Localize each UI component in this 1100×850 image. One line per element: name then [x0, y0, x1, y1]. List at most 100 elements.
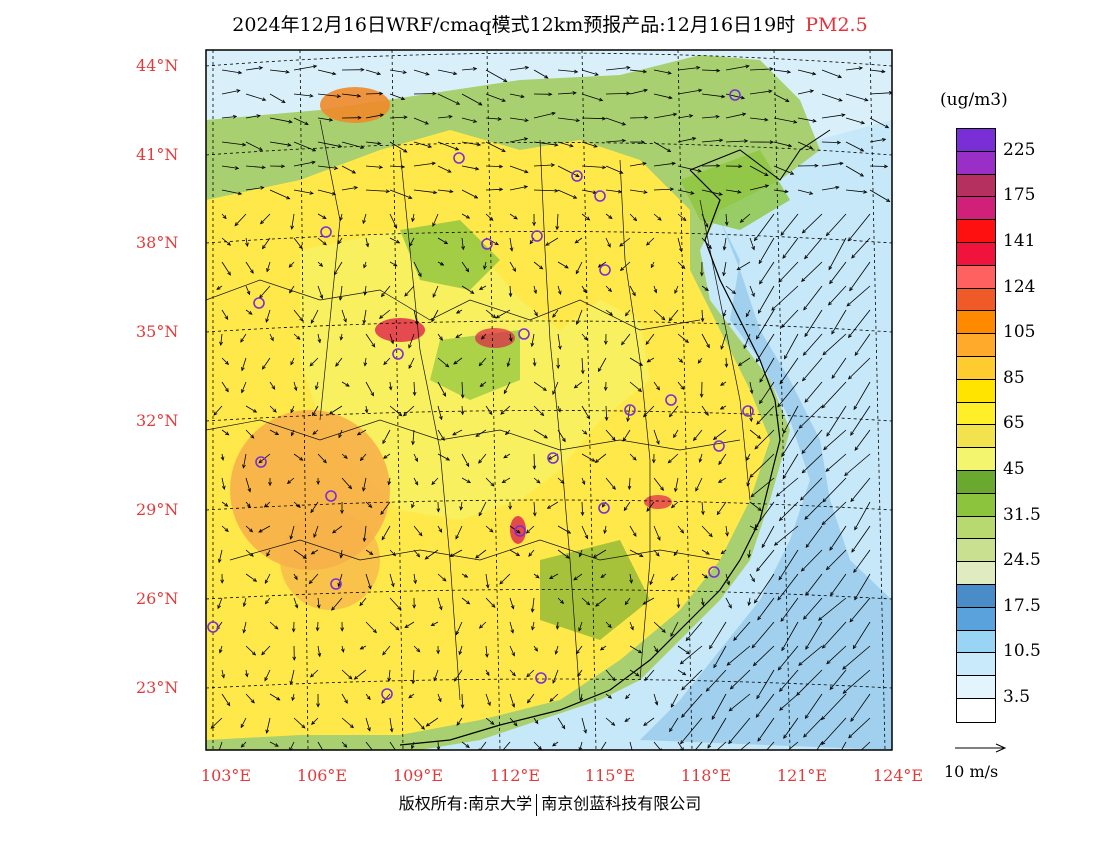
colorbar-label: 17.5 — [1003, 595, 1041, 616]
wind-arrow-head — [432, 222, 436, 227]
wind-arrow-head — [805, 591, 809, 596]
wind-arrow — [455, 621, 463, 635]
wind-arrow — [740, 213, 751, 223]
wind-arrow — [749, 405, 752, 422]
wind-arrow — [845, 189, 867, 193]
wind-arrow — [629, 621, 634, 630]
wind-arrow — [359, 597, 367, 606]
wind-arrow — [341, 165, 356, 174]
wind-arrow — [437, 597, 442, 610]
wind-arrow-head — [258, 528, 263, 533]
wind-arrow-head — [448, 114, 453, 119]
wind-arrow — [241, 741, 247, 748]
wind-arrow — [826, 405, 847, 437]
wind-arrow — [455, 333, 463, 338]
wind-arrow — [653, 309, 665, 320]
wind-arrow — [509, 621, 514, 634]
wind-arrow-head — [593, 144, 598, 148]
wind-arrow — [629, 549, 643, 557]
wind-arrow — [412, 429, 415, 445]
wind-arrow-head — [535, 574, 540, 579]
wind-arrow — [363, 525, 367, 542]
wind-arrow — [625, 309, 631, 317]
wind-arrow — [317, 621, 319, 631]
wind-arrow — [577, 669, 583, 677]
wind-arrow-head — [583, 336, 588, 341]
wind-arrow — [605, 213, 613, 219]
wind-arrow — [413, 525, 423, 536]
wind-arrow — [389, 573, 394, 587]
wind-arrow-head — [460, 394, 465, 399]
wind-arrow-head — [786, 69, 792, 74]
wind-arrow-head — [667, 148, 672, 153]
wind-arrow-head — [432, 91, 437, 96]
wind-arrow — [646, 237, 655, 246]
wind-arrow — [829, 525, 847, 551]
wind-arrow — [552, 309, 559, 318]
wind-arrow-head — [438, 606, 443, 611]
wind-arrow — [796, 669, 823, 696]
wind-arrow — [844, 453, 871, 476]
wind-arrow-head — [825, 467, 830, 472]
wind-arrow-head — [340, 627, 345, 632]
wind-arrow — [629, 162, 646, 167]
wind-arrow — [821, 69, 842, 78]
wind-arrow-head — [704, 223, 709, 228]
colorbar-segment — [957, 470, 995, 494]
wind-arrow — [850, 693, 871, 722]
wind-arrow-head — [564, 264, 569, 269]
wind-arrow — [756, 309, 775, 340]
wind-arrow-head — [465, 462, 470, 468]
wind-arrow-head — [338, 144, 343, 148]
wind-arrow — [557, 69, 578, 73]
wind-arrow-head — [249, 269, 254, 274]
wind-arrow — [317, 165, 338, 169]
wind-arrow — [578, 621, 583, 632]
wind-arrow-head — [722, 271, 726, 277]
lat-label-29: 29°N — [136, 500, 179, 519]
wind-arrow-head — [768, 89, 773, 94]
wind-arrow-head — [381, 536, 386, 541]
wind-arrow — [757, 717, 775, 742]
wind-arrow — [851, 525, 871, 553]
wind-arrow-head — [509, 247, 514, 252]
wind-arrow-head — [844, 472, 849, 477]
wind-arrow — [426, 717, 439, 727]
wind-arrow — [245, 261, 254, 274]
wind-arrow — [431, 309, 439, 322]
wind-arrow — [413, 477, 419, 485]
wind-arrow — [653, 693, 658, 705]
wind-arrow-head — [624, 312, 629, 317]
wind-arrow-head — [830, 591, 834, 597]
wind-arrow-head — [716, 163, 721, 168]
wind-arrow-head — [217, 558, 222, 564]
wind-arrow-head — [751, 578, 755, 583]
wind-arrow-head — [556, 364, 561, 370]
wind-arrow-head — [264, 579, 269, 585]
wind-arrow — [245, 67, 263, 71]
wind-arrow — [685, 621, 703, 641]
wind-arrow — [749, 381, 753, 394]
wind-arrow-head — [356, 93, 362, 98]
wind-arrow — [759, 261, 775, 285]
wind-arrow-head — [455, 334, 460, 338]
wind-arrow-head — [757, 737, 762, 742]
wind-arrow-head — [761, 543, 766, 549]
wind-arrow-head — [270, 337, 274, 342]
wind-arrow — [826, 645, 847, 664]
wind-arrow — [581, 525, 588, 539]
wind-arrow-head — [863, 189, 868, 194]
wind-arrow — [869, 92, 892, 95]
wind-arrow — [581, 597, 590, 606]
wind-arrow — [389, 213, 397, 229]
wind-arrow-head — [573, 69, 579, 74]
wind-arrow-head — [777, 403, 782, 408]
wind-arrow — [380, 501, 391, 515]
wind-arrow — [450, 549, 463, 557]
wind-arrow-head — [291, 696, 296, 702]
wind-arrow — [365, 693, 371, 700]
wind-arrow-head — [682, 671, 687, 676]
wind-arrow — [340, 549, 343, 558]
wind-arrow-head — [697, 359, 702, 364]
wind-arrow-head — [411, 745, 415, 750]
